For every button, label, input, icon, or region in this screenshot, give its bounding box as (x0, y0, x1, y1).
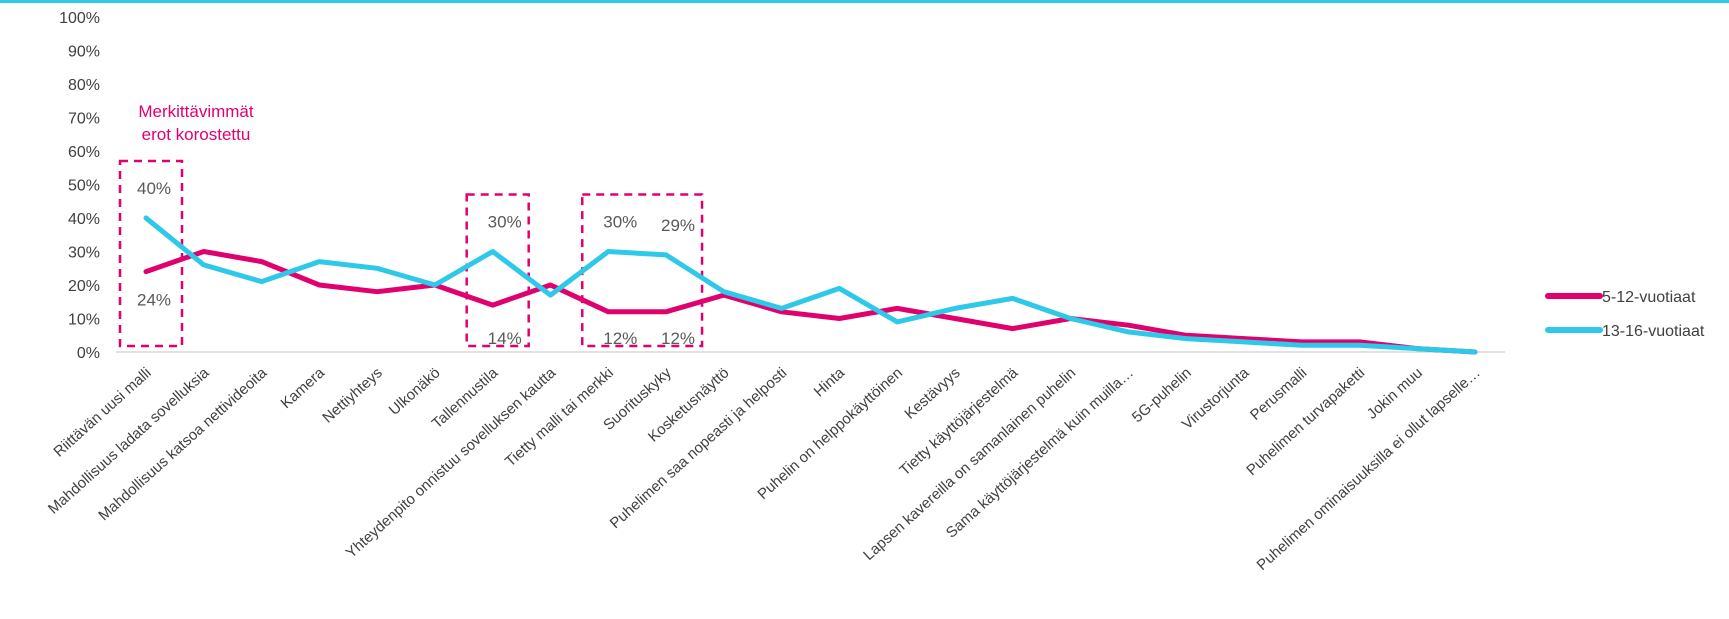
y-tick-label: 30% (68, 245, 100, 262)
x-category-label: Nettiyhteys (319, 364, 386, 426)
highlight-box (465, 193, 530, 348)
y-tick-label: 70% (68, 111, 100, 128)
top-accent-rule (0, 0, 1729, 3)
highlight-box (118, 159, 184, 348)
x-category-label: Ulkonäkö (386, 364, 444, 418)
y-tick-label: 40% (68, 211, 100, 228)
data-labels: 40% 24% 30% 14% 30% 12% 29% 12% (137, 179, 695, 348)
data-label: 30% (488, 213, 522, 232)
legend-label-2: 13-16-vuotiaat (1602, 323, 1705, 340)
y-axis: 0% 10% 20% 30% 40% 50% 60% 70% 80% 90% 100% (59, 10, 100, 362)
y-tick-label: 20% (68, 278, 100, 295)
data-label: 29% (661, 216, 695, 235)
y-tick-label: 100% (59, 10, 100, 27)
y-tick-label: 0% (77, 345, 100, 362)
annotation: Merkittävimmät erot korostettu (138, 102, 254, 144)
y-tick-label: 80% (68, 77, 100, 94)
x-category-label: Puhelimen turvapaketti (1243, 364, 1368, 479)
series-line-1 (143, 249, 1478, 355)
annotation-text: Merkittävimmät (138, 102, 254, 121)
annotation-text: erot korostettu (142, 125, 251, 144)
x-category-label: Hinta (811, 364, 849, 401)
x-category-label: Riittävän uusi malli (50, 364, 154, 460)
x-category-label: Lapsen kavereilla on samanlainen puhelin (860, 364, 1079, 564)
data-label: 12% (603, 329, 637, 348)
y-tick-label: 10% (68, 312, 100, 329)
data-label: 12% (661, 329, 695, 348)
series-lines (143, 215, 1478, 355)
legend-label-1: 5-12-vuotiaat (1602, 289, 1696, 306)
series-line-2 (143, 215, 1478, 355)
x-category-label: Kamera (278, 364, 329, 412)
legend: 5-12-vuotiaat 13-16-vuotiaat (1545, 289, 1705, 340)
x-category-label: Tietty malli tai merkki (502, 364, 617, 470)
data-label: 24% (137, 291, 171, 310)
data-label: 30% (603, 213, 637, 232)
y-tick-label: 90% (68, 44, 100, 61)
x-category-label: Yhteydenpito onnistuu sovelluksen kautta (343, 364, 560, 562)
y-tick-label: 60% (68, 144, 100, 161)
y-tick-label: 50% (68, 178, 100, 195)
data-label: 14% (488, 329, 522, 348)
data-label: 40% (137, 179, 171, 198)
